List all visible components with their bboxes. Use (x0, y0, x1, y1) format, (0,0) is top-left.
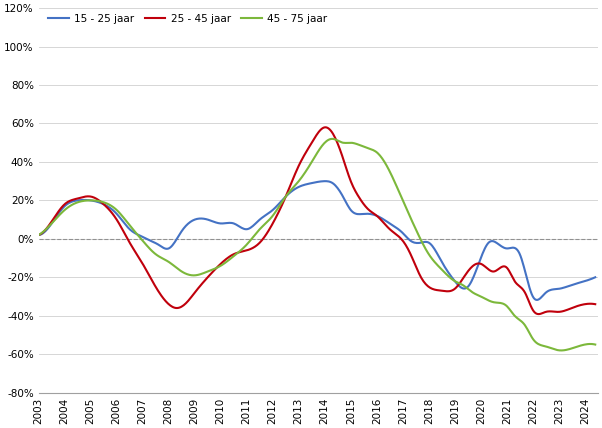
25 - 45 jaar (299, 155, 306, 160)
45 - 75 jaar (580, 342, 588, 347)
15 - 25 jaar (592, 275, 599, 280)
45 - 75 jaar (337, 140, 344, 145)
Line: 15 - 25 jaar: 15 - 25 jaar (39, 181, 595, 300)
25 - 45 jaar (35, 232, 42, 238)
45 - 75 jaar (303, 168, 310, 173)
45 - 75 jaar (557, 348, 564, 353)
15 - 25 jaar (492, 240, 500, 245)
Legend: 15 - 25 jaar, 25 - 45 jaar, 45 - 75 jaar: 15 - 25 jaar, 25 - 45 jaar, 45 - 75 jaar (44, 9, 332, 28)
25 - 45 jaar (492, 268, 500, 273)
15 - 25 jaar (303, 182, 310, 187)
15 - 25 jaar (35, 232, 42, 238)
45 - 75 jaar (592, 342, 599, 347)
15 - 25 jaar (321, 178, 329, 184)
25 - 45 jaar (321, 125, 329, 130)
15 - 25 jaar (337, 190, 344, 196)
25 - 45 jaar (592, 302, 599, 307)
45 - 75 jaar (328, 136, 335, 141)
25 - 45 jaar (337, 150, 344, 155)
45 - 75 jaar (35, 232, 42, 238)
25 - 45 jaar (535, 312, 542, 317)
15 - 25 jaar (367, 211, 374, 217)
25 - 45 jaar (303, 149, 310, 154)
15 - 25 jaar (533, 297, 541, 303)
15 - 25 jaar (299, 183, 306, 188)
Line: 45 - 75 jaar: 45 - 75 jaar (39, 139, 595, 351)
Line: 25 - 45 jaar: 25 - 45 jaar (39, 127, 595, 314)
15 - 25 jaar (580, 279, 588, 284)
45 - 75 jaar (492, 300, 500, 305)
45 - 75 jaar (299, 173, 306, 178)
25 - 45 jaar (580, 302, 588, 307)
45 - 75 jaar (367, 147, 374, 152)
25 - 45 jaar (367, 209, 374, 214)
